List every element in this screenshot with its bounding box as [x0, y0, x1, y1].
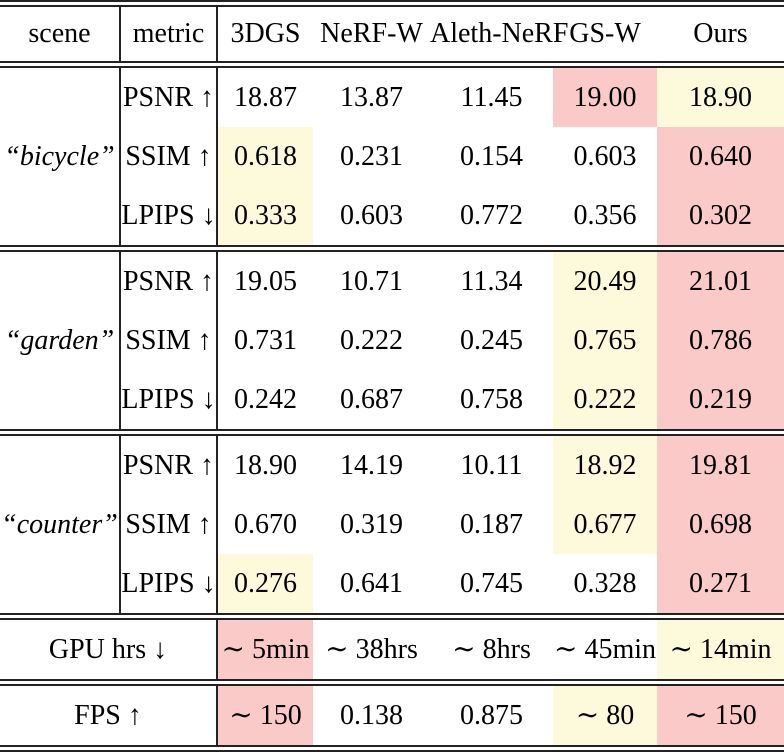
value-cell: 0.187 — [460, 508, 523, 540]
double-rule-bottom — [0, 745, 784, 752]
value-cell: 0.138 — [340, 699, 403, 731]
value-cell: 11.45 — [460, 81, 523, 113]
scene-label-counter: “counter” — [0, 435, 121, 614]
value-cell: 21.01 — [657, 251, 784, 311]
value-cell: 0.786 — [657, 311, 784, 370]
scene-label-garden: “garden” — [0, 251, 121, 430]
value-cell: 18.90 — [234, 449, 297, 481]
value-cell: 20.49 — [553, 251, 657, 311]
value-cell: 0.731 — [234, 324, 297, 356]
value-cell: ∼ 150 — [657, 685, 784, 746]
value-cell: 0.219 — [657, 370, 784, 430]
double-rule — [0, 679, 784, 686]
gpu-hours-label: GPU hrs ↓ — [0, 619, 218, 680]
value-cell: 18.92 — [553, 435, 657, 495]
table-row: LPIPS ↓ 0.242 0.687 0.758 0.222 0.219 — [0, 370, 784, 430]
value-cell: 0.356 — [573, 199, 637, 231]
value-cell: 0.328 — [573, 567, 637, 599]
value-cell: 0.618 — [217, 127, 313, 186]
value-cell: 0.271 — [657, 554, 784, 614]
table-row: “garden” PSNR ↑ 19.05 10.71 11.34 20.49 … — [0, 251, 784, 430]
metric-label: PSNR ↑ — [120, 435, 218, 495]
value-cell: ∼ 5min — [217, 619, 313, 680]
value-cell: 18.90 — [657, 67, 784, 127]
value-cell: ∼ 38hrs — [325, 633, 418, 665]
metric-label: LPIPS ↓ — [120, 370, 218, 430]
table-row: “counter” PSNR ↑ 18.90 14.19 10.11 18.92… — [0, 435, 784, 614]
gpu-hours-row: GPU hrs ↓ ∼ 5min ∼ 38hrs ∼ 8hrs ∼ 45min … — [0, 619, 784, 680]
metric-label: PSNR ↑ — [120, 251, 218, 311]
value-cell: 10.71 — [340, 265, 403, 297]
value-cell: 0.231 — [340, 140, 403, 172]
value-cell: 0.603 — [573, 140, 637, 172]
value-cell: 0.687 — [340, 383, 403, 415]
method-header-alethnerf: Aleth-NeRF — [430, 18, 569, 49]
value-cell: 0.603 — [340, 199, 403, 231]
double-rule — [0, 245, 784, 252]
value-cell: 0.222 — [553, 370, 657, 430]
value-cell: ∼ 150 — [217, 685, 313, 746]
value-cell: 11.34 — [460, 265, 523, 297]
value-cell: 0.276 — [217, 554, 313, 614]
double-rule — [0, 61, 784, 68]
double-rule — [0, 429, 784, 436]
value-cell: 0.745 — [460, 567, 523, 599]
value-cell: 19.81 — [657, 435, 784, 495]
value-cell: 0.640 — [657, 127, 784, 186]
value-cell: 19.00 — [553, 67, 657, 127]
value-cell: ∼ 80 — [553, 685, 657, 746]
value-cell: 0.641 — [340, 567, 403, 599]
method-header-nerfw: NeRF-W — [320, 18, 423, 49]
value-cell: 0.333 — [217, 186, 313, 246]
value-cell: 0.319 — [340, 508, 403, 540]
value-cell: 0.302 — [657, 186, 784, 246]
metric-label: PSNR ↑ — [120, 67, 218, 127]
value-cell: ∼ 8hrs — [452, 633, 531, 665]
value-cell: ∼ 14min — [657, 619, 784, 680]
value-cell: 0.765 — [553, 311, 657, 370]
metric-label: LPIPS ↓ — [120, 554, 218, 614]
table-row: LPIPS ↓ 0.276 0.641 0.745 0.328 0.271 — [0, 554, 784, 614]
header-row: scene metric 3DGS NeRF-W Aleth-NeRF GS-W… — [0, 6, 784, 62]
scene-column-header: scene — [0, 6, 121, 62]
metric-label: SSIM ↑ — [120, 127, 218, 186]
value-cell: 0.242 — [234, 383, 297, 415]
value-cell: 0.875 — [460, 699, 523, 731]
value-cell: 14.19 — [340, 449, 403, 481]
table-row: LPIPS ↓ 0.333 0.603 0.772 0.356 0.302 — [0, 186, 784, 246]
method-header-gsw: GS-W — [569, 18, 641, 49]
value-cell: 19.05 — [234, 265, 297, 297]
value-cell: 0.222 — [340, 324, 403, 356]
fps-label: FPS ↑ — [0, 685, 218, 746]
value-cell: 0.677 — [553, 495, 657, 554]
table-row: SSIM ↑ 0.731 0.222 0.245 0.765 0.786 — [0, 311, 784, 370]
table-row: SSIM ↑ 0.618 0.231 0.154 0.603 0.640 — [0, 127, 784, 186]
value-cell: 0.698 — [657, 495, 784, 554]
value-cell: 13.87 — [340, 81, 403, 113]
table-row: SSIM ↑ 0.670 0.319 0.187 0.677 0.698 — [0, 495, 784, 554]
value-cell: 0.772 — [460, 199, 523, 231]
double-rule-top — [0, 0, 784, 7]
table-row: “bicycle” PSNR ↑ 18.87 13.87 11.45 19.00… — [0, 67, 784, 246]
value-cell: 0.245 — [460, 324, 523, 356]
fps-row: FPS ↑ ∼ 150 0.138 0.875 ∼ 80 ∼ 150 — [0, 685, 784, 746]
value-cell: 18.87 — [234, 81, 297, 113]
method-header-ours: Ours — [693, 18, 748, 49]
value-cell: 0.154 — [460, 140, 523, 172]
metric-label: SSIM ↑ — [120, 311, 218, 370]
scene-label-bicycle: “bicycle” — [0, 67, 121, 246]
double-rule — [0, 613, 784, 620]
metric-label: LPIPS ↓ — [120, 186, 218, 246]
method-header-3dgs: 3DGS — [230, 18, 301, 49]
value-cell: 10.11 — [460, 449, 523, 481]
value-cell: 0.758 — [460, 383, 523, 415]
metric-column-header: metric — [120, 6, 218, 62]
value-cell: 0.670 — [234, 508, 297, 540]
value-cell: ∼ 45min — [553, 633, 657, 665]
metric-label: SSIM ↑ — [120, 495, 218, 554]
